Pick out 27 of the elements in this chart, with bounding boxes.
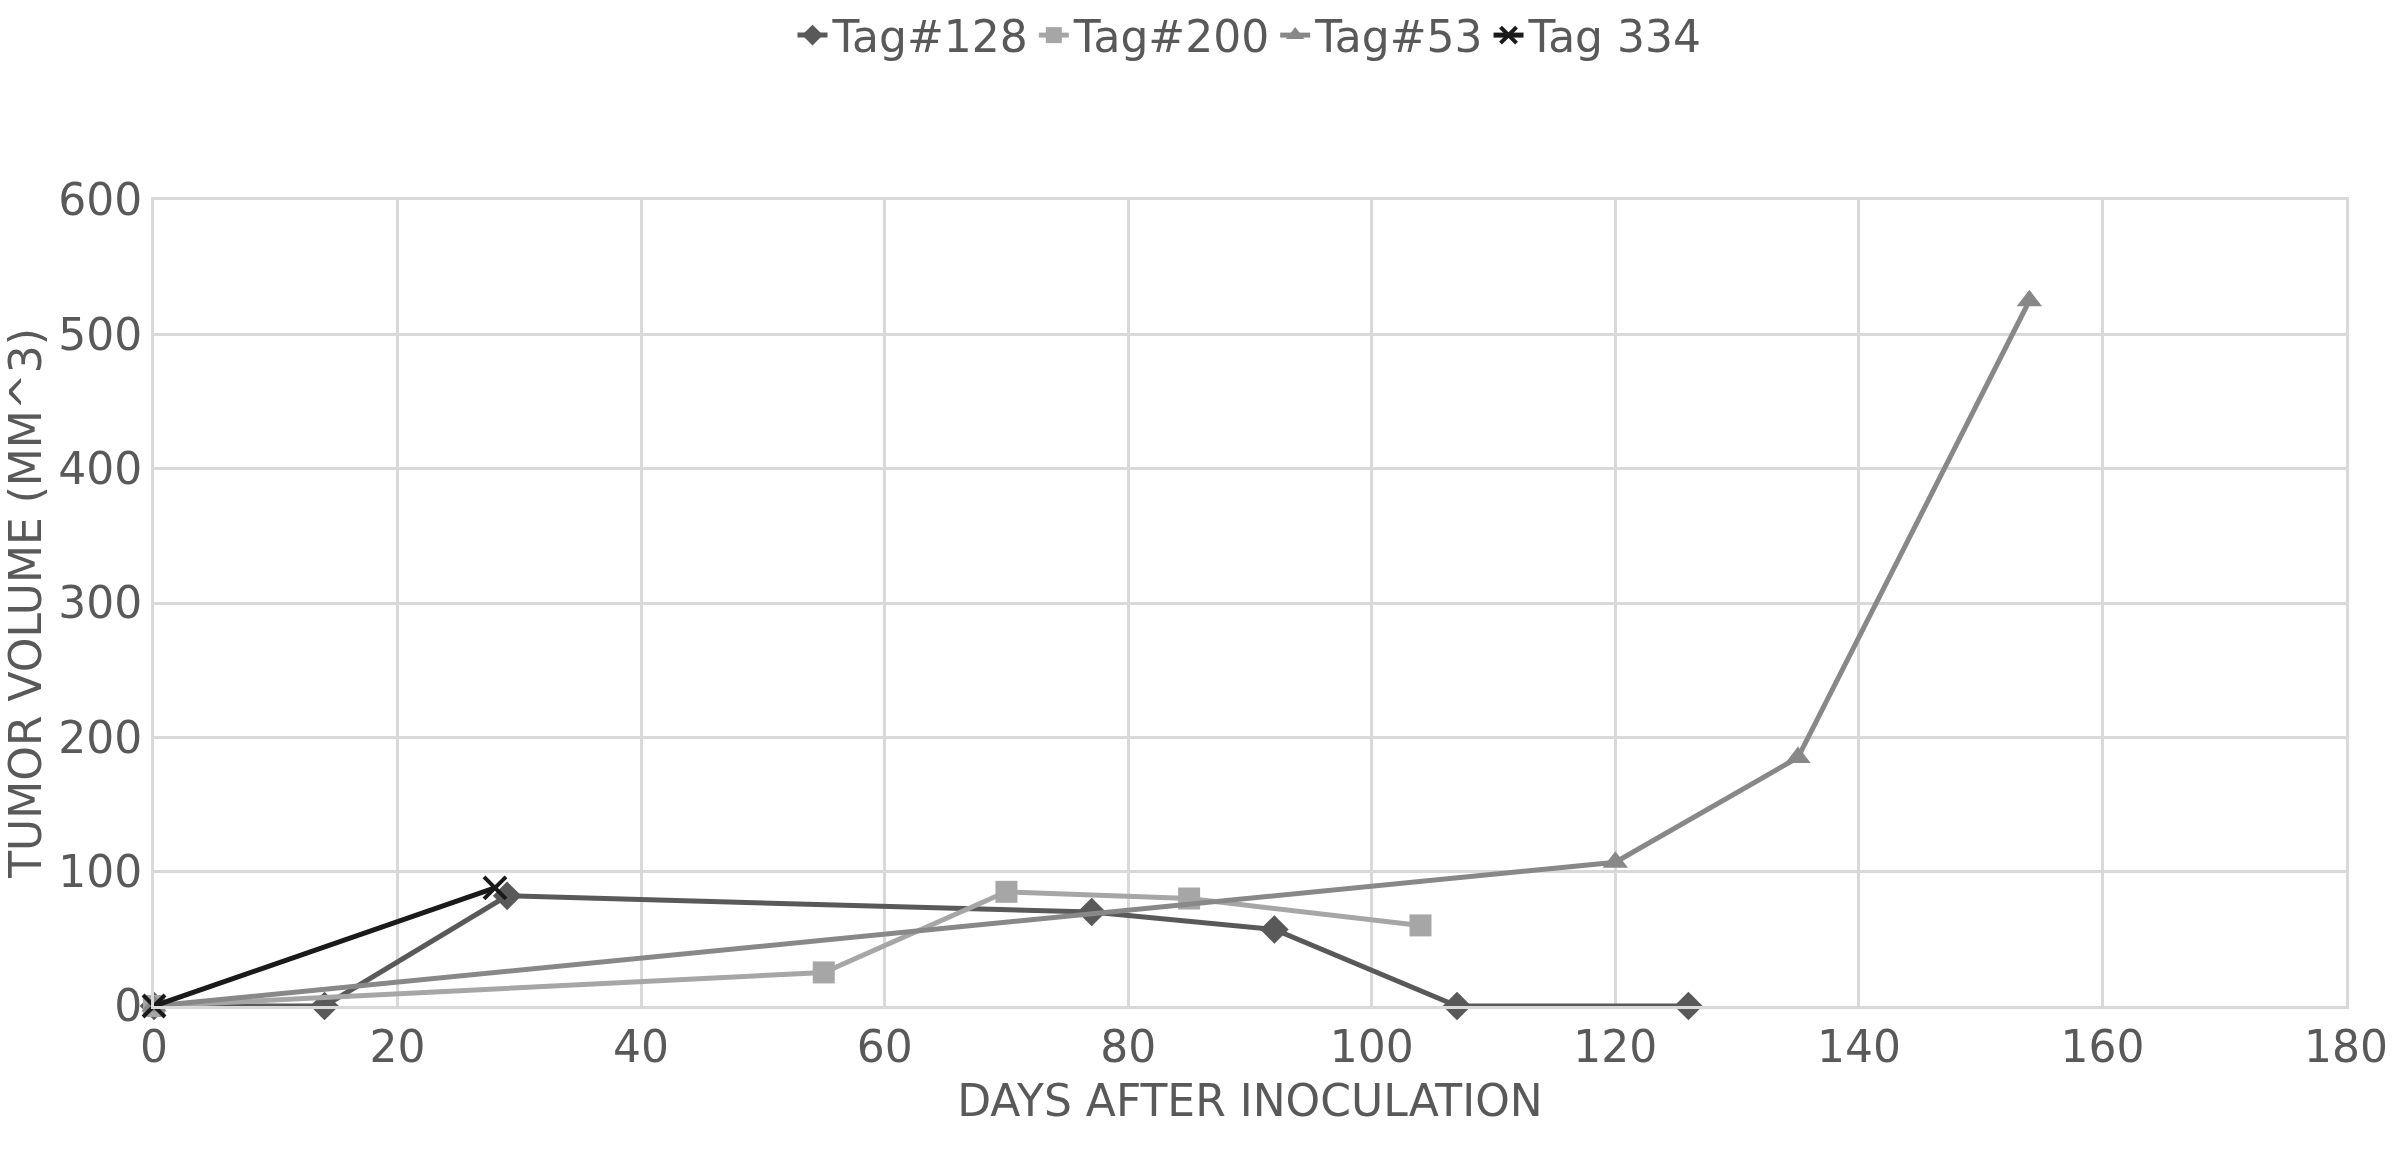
- y-axis-title: TUMOR VOLUME (MM^3): [0, 328, 51, 879]
- point: [1409, 914, 1432, 937]
- x-tick-label: 80: [1100, 1020, 1157, 1072]
- point: [995, 880, 1018, 903]
- y-tick-label: 200: [58, 711, 143, 763]
- x-axis-title: DAYS AFTER INOCULATION: [957, 1075, 1543, 1127]
- x-tick-label: 60: [856, 1020, 913, 1072]
- legend-label: Tag#128: [831, 11, 1028, 63]
- x-tick-label: 40: [613, 1020, 670, 1072]
- legend-label: Tag 334: [1527, 11, 1701, 63]
- x-tick-label: 120: [1573, 1020, 1658, 1072]
- y-tick-label: 0: [114, 980, 143, 1032]
- x-tick-label: 140: [1816, 1020, 1901, 1072]
- x-tick-label: 20: [369, 1020, 426, 1072]
- x-tick-label: 160: [2060, 1020, 2145, 1072]
- x-tick-label: 180: [2304, 1020, 2388, 1072]
- point: [812, 961, 835, 984]
- y-tick-label: 300: [58, 577, 143, 629]
- x-tick-label: 100: [1329, 1020, 1414, 1072]
- legend-label: Tag#200: [1072, 11, 1270, 63]
- y-tick-label: 600: [58, 174, 143, 226]
- point: [1260, 915, 1289, 944]
- point: [481, 874, 508, 901]
- y-tick-label: 400: [58, 443, 143, 495]
- y-tick-label: 100: [58, 846, 143, 898]
- y-tick-label: 500: [58, 308, 143, 360]
- legend-label: Tag#53: [1314, 11, 1483, 63]
